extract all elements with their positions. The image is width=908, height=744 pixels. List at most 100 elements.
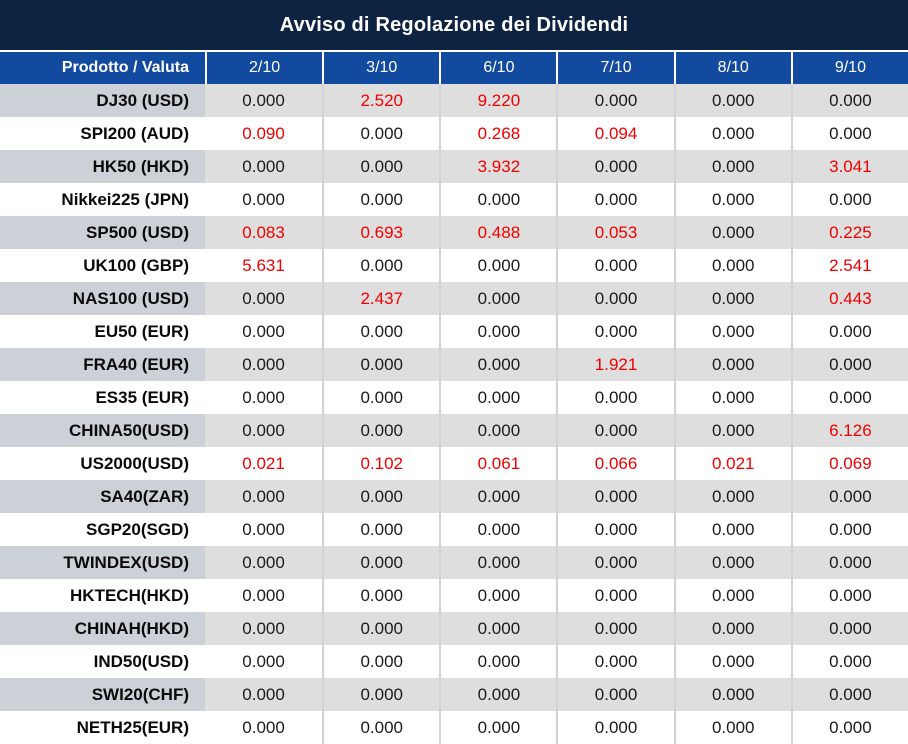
value-cell: 0.000: [790, 117, 908, 150]
value-cell: 0.000: [439, 315, 556, 348]
product-cell: NETH25(EUR): [76, 717, 189, 737]
column-header-product: Prodotto / Valuta: [61, 59, 189, 76]
value-cell: 0.000: [790, 711, 908, 744]
value-cell: 0.000: [439, 579, 556, 612]
product-cell: ES35 (EUR): [95, 387, 189, 407]
value-cell: 0.000: [673, 183, 791, 216]
page-title: Avviso di Regolazione dei Dividendi: [279, 13, 629, 36]
table-body: DJ30 (USD) 0.000 2.520 9.220 0.000 0.000 0.00…: [0, 84, 908, 744]
table-row: TWINDEX(USD) 0.000 0.000 0.000 0.000 0.000 0.…: [0, 546, 908, 579]
column-header-date: 9/10: [790, 52, 908, 84]
table-row: SPI200 (AUD) 0.090 0.000 0.268 0.094 0.000 0.…: [0, 117, 908, 150]
value-cell: 0.000: [322, 381, 439, 414]
column-header-date: 7/10: [556, 52, 673, 84]
product-cell: IND50(USD): [93, 651, 189, 671]
value-cell: 0.000: [790, 348, 908, 381]
product-cell: CHINAH(HKD): [0, 612, 205, 645]
value-cell: 0.000: [322, 678, 440, 711]
value-cell: 0.000: [790, 612, 908, 645]
value-cell: 0.000: [556, 546, 674, 579]
product-cell: Nikkei225 (JPN): [61, 189, 189, 209]
value-cell: 0.225: [790, 216, 908, 249]
value-cell: 0.000: [556, 480, 674, 513]
value-cell: 9.220: [439, 84, 557, 117]
value-cell: 0.021: [242, 453, 285, 473]
value-cell: 0.000: [439, 546, 557, 579]
value-cell: 0.443: [790, 282, 908, 315]
product-cell: SA40(ZAR): [0, 480, 205, 513]
value-cell: 0.000: [322, 414, 440, 447]
value-cell: 0.094: [556, 117, 673, 150]
value-cell: 0.693: [322, 216, 440, 249]
value-cell: 0.000: [790, 513, 908, 546]
table-row: UK100 (GBP) 5.631 0.000 0.000 0.000 0.000 2.5…: [0, 249, 908, 282]
value-cell: 0.000: [673, 711, 791, 744]
value-cell: 0.000: [556, 150, 674, 183]
dividend-table: Prodotto / Valuta 2/10 3/10 6/10 7/10 8/10 9/…: [0, 52, 908, 744]
table-row: CHINAH(HKD) 0.000 0.000 0.000 0.000 0.000 0.0…: [0, 612, 908, 645]
value-cell: 6.126: [790, 414, 908, 447]
table-row: HKTECH(HKD) 0.000 0.000 0.000 0.000 0.000 0.0…: [0, 579, 908, 612]
value-cell: 0.000: [205, 612, 323, 645]
value-cell: 0.000: [439, 513, 556, 546]
value-cell: 0.000: [673, 513, 791, 546]
value-cell: 0.000: [439, 282, 557, 315]
value-cell: 0.000: [205, 84, 323, 117]
table-row: IND50(USD) 0.000 0.000 0.000 0.000 0.000 0.00…: [0, 645, 908, 678]
value-cell: 0.000: [205, 348, 323, 381]
value-cell: 5.631: [242, 255, 285, 275]
value-cell: 2.437: [322, 282, 440, 315]
column-header-date: 2/10: [205, 52, 322, 84]
value-cell: 0.000: [556, 249, 673, 282]
table-row: DJ30 (USD) 0.000 2.520 9.220 0.000 0.000 0.00…: [0, 84, 908, 117]
value-cell: 0.000: [673, 546, 791, 579]
value-cell: 0.000: [673, 348, 791, 381]
value-cell: 0.000: [439, 645, 556, 678]
value-cell: 0.000: [242, 651, 285, 671]
value-cell: 0.000: [322, 249, 439, 282]
value-cell: 0.000: [673, 414, 791, 447]
value-cell: 0.000: [790, 579, 908, 612]
product-cell: NAS100 (USD): [0, 282, 205, 315]
value-cell: 0.000: [439, 249, 556, 282]
value-cell: 0.000: [242, 321, 285, 341]
value-cell: 0.000: [439, 711, 556, 744]
value-cell: 0.000: [673, 150, 791, 183]
value-cell: 0.000: [439, 381, 556, 414]
value-cell: 0.000: [439, 183, 556, 216]
value-cell: 0.000: [242, 519, 285, 539]
value-cell: 0.000: [322, 480, 440, 513]
value-cell: 0.000: [790, 315, 908, 348]
table-row: NETH25(EUR) 0.000 0.000 0.000 0.000 0.000 0.0…: [0, 711, 908, 744]
value-cell: 0.000: [673, 249, 791, 282]
value-cell: 0.000: [673, 216, 791, 249]
product-cell: UK100 (GBP): [83, 255, 189, 275]
value-cell: 0.069: [790, 447, 908, 480]
value-cell: 0.000: [673, 579, 791, 612]
value-cell: 0.488: [439, 216, 557, 249]
title-bar: Avviso di Regolazione dei Dividendi: [0, 0, 908, 52]
value-cell: 0.000: [205, 480, 323, 513]
value-cell: 0.000: [556, 282, 674, 315]
value-cell: 0.000: [790, 678, 908, 711]
product-cell: SPI200 (AUD): [80, 123, 189, 143]
table-row: SA40(ZAR) 0.000 0.000 0.000 0.000 0.000 0.000: [0, 480, 908, 513]
value-cell: 0.000: [673, 678, 791, 711]
table-row: EU50 (EUR) 0.000 0.000 0.000 0.000 0.000 0.00…: [0, 315, 908, 348]
value-cell: 0.000: [205, 150, 323, 183]
value-cell: 0.000: [556, 612, 674, 645]
table-row: CHINA50(USD) 0.000 0.000 0.000 0.000 0.000 6.…: [0, 414, 908, 447]
value-cell: 0.000: [205, 414, 323, 447]
value-cell: 0.000: [322, 612, 440, 645]
value-cell: 0.000: [242, 189, 285, 209]
value-cell: 0.000: [439, 414, 557, 447]
value-cell: 0.000: [322, 183, 439, 216]
product-cell: CHINA50(USD): [0, 414, 205, 447]
value-cell: 0.000: [242, 387, 285, 407]
value-cell: 0.000: [556, 414, 674, 447]
product-cell: US2000(USD): [80, 453, 189, 473]
value-cell: 0.000: [439, 678, 557, 711]
product-cell: SP500 (USD): [0, 216, 205, 249]
value-cell: 0.000: [790, 480, 908, 513]
